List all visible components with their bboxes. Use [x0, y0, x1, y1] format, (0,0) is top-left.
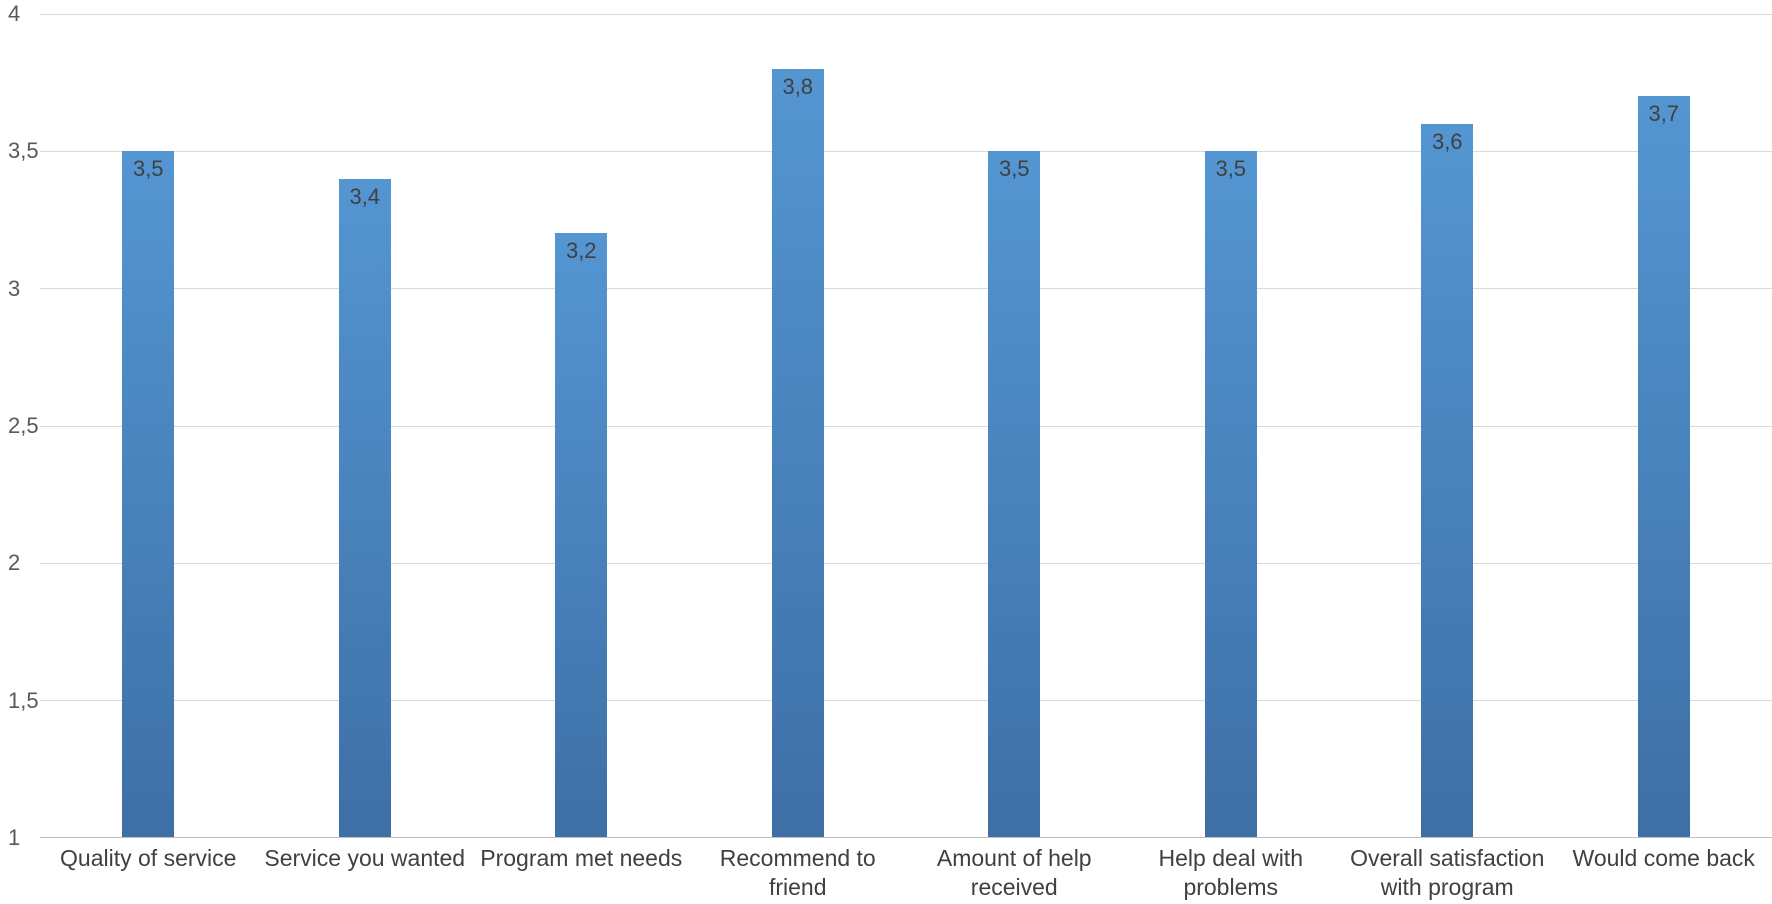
gridline: [40, 288, 1772, 290]
y-tick-label: 3: [8, 275, 21, 301]
bar: 3,5: [1204, 151, 1257, 837]
bar: 3,6: [1421, 123, 1474, 837]
y-axis-labels: 4 3,5 3 2,5 2 1,5 1: [0, 1, 40, 850]
bar-value-label: 3,5: [132, 156, 164, 182]
category-label: Overall satisfaction with program: [1350, 845, 1545, 900]
bar-slot: 3,4: [257, 14, 474, 837]
y-tick-label: 2,5: [8, 413, 39, 438]
bar-slot: 3,6: [1339, 14, 1556, 837]
gridline: [40, 425, 1772, 427]
y-tick-label: 1,5: [8, 687, 39, 713]
bar: 3,4: [338, 178, 391, 837]
y-tick-label: 2: [8, 550, 21, 576]
category-label: Would come back: [1572, 845, 1755, 871]
gridline: [40, 151, 1772, 153]
category-label-cell: Overall satisfaction with program: [1339, 844, 1556, 904]
category-label-cell: Would come back: [1556, 844, 1772, 904]
bar-value-label: 3,8: [782, 73, 814, 99]
plot-area: 3,5 3,4 3,2 3,8 3,5 3,5 3,6 3,7: [40, 14, 1772, 838]
category-label: Quality of service: [60, 845, 237, 871]
bar-value-label: 3,5: [1215, 156, 1247, 182]
category-label-cell: Amount of help received: [906, 844, 1123, 904]
bar: 3,5: [122, 151, 175, 837]
y-tick-label: 1: [8, 825, 21, 850]
category-label-cell: Help deal with problems: [1123, 844, 1340, 904]
y-tick-label: 4: [8, 1, 21, 26]
bar-slot: 3,5: [40, 14, 257, 837]
category-label: Help deal with problems: [1158, 845, 1303, 900]
bar-value-label: 3,5: [998, 156, 1030, 182]
category-label: Service you wanted: [264, 845, 466, 871]
category-label-cell: Recommend to friend: [690, 844, 907, 904]
gridline: [40, 562, 1772, 564]
bar: 3,7: [1637, 96, 1690, 837]
category-label: Program met needs: [480, 845, 683, 871]
bar-value-label: 3,4: [349, 183, 381, 209]
x-axis-labels: Quality of service Service you wanted Prog…: [40, 844, 1772, 904]
category-label-cell: Program met needs: [473, 844, 690, 904]
category-label: Amount of help received: [936, 845, 1092, 900]
bar: 3,8: [771, 68, 824, 837]
bar-value-label: 3,2: [565, 238, 597, 264]
bar-slot: 3,5: [1123, 14, 1340, 837]
bar-value-label: 3,6: [1431, 128, 1463, 154]
y-tick-label: 3,5: [8, 138, 39, 164]
bar-slot: 3,5: [906, 14, 1123, 837]
category-label: Recommend to friend: [719, 845, 876, 900]
category-label-cell: Service you wanted: [257, 844, 474, 904]
gridline: [40, 14, 1772, 15]
bar-slot: 3,8: [690, 14, 907, 837]
bars: 3,5 3,4 3,2 3,8 3,5 3,5 3,6 3,7: [40, 14, 1772, 837]
category-label-cell: Quality of service: [40, 844, 257, 904]
bar-slot: 3,2: [473, 14, 690, 837]
bar: 3,5: [988, 151, 1041, 837]
bar-slot: 3,7: [1556, 14, 1772, 837]
bar: 3,2: [555, 233, 608, 837]
gridline: [40, 699, 1772, 701]
bar-value-label: 3,7: [1648, 101, 1680, 127]
